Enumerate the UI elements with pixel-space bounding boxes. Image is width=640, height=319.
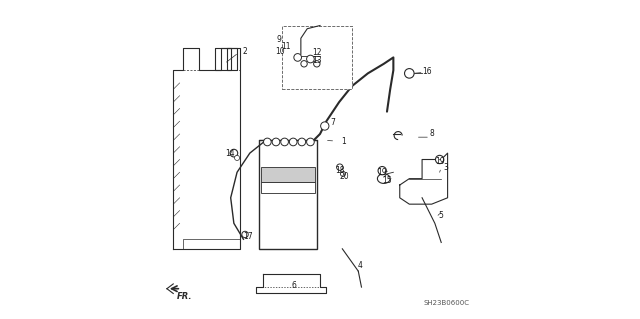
Circle shape — [404, 69, 414, 78]
Text: 11: 11 — [281, 42, 291, 51]
Text: 1: 1 — [342, 137, 346, 146]
Text: SH23B0600C: SH23B0600C — [424, 300, 470, 306]
Text: 17: 17 — [243, 232, 253, 241]
Circle shape — [289, 138, 297, 146]
Circle shape — [314, 61, 320, 67]
Text: 3: 3 — [444, 163, 449, 172]
Bar — [282, 26, 352, 89]
Text: 10: 10 — [275, 47, 285, 56]
Circle shape — [234, 155, 239, 160]
Circle shape — [321, 122, 329, 130]
Text: 20: 20 — [339, 172, 349, 181]
Text: 15: 15 — [382, 176, 392, 185]
Bar — [261, 167, 316, 182]
Text: 8: 8 — [429, 130, 434, 138]
Circle shape — [307, 138, 314, 146]
Text: 6: 6 — [291, 281, 296, 290]
Text: 19: 19 — [435, 157, 444, 166]
Bar — [259, 140, 317, 249]
Bar — [261, 182, 316, 193]
Circle shape — [340, 171, 346, 176]
Text: 9: 9 — [276, 35, 281, 44]
Circle shape — [294, 54, 301, 61]
Text: 5: 5 — [438, 211, 443, 220]
Circle shape — [435, 155, 444, 164]
Text: 7: 7 — [330, 118, 335, 127]
Text: 14: 14 — [225, 149, 234, 158]
Circle shape — [230, 149, 237, 157]
Circle shape — [272, 138, 280, 146]
Circle shape — [378, 167, 387, 175]
Text: 18: 18 — [335, 166, 345, 174]
Text: 16: 16 — [422, 67, 431, 76]
Text: 4: 4 — [357, 261, 362, 270]
Circle shape — [298, 138, 306, 146]
Text: 12: 12 — [312, 48, 321, 57]
Text: FR.: FR. — [177, 292, 192, 301]
Text: 19: 19 — [377, 168, 387, 177]
Circle shape — [337, 164, 343, 170]
Circle shape — [307, 55, 314, 63]
Text: 13: 13 — [312, 56, 322, 65]
Text: 2: 2 — [243, 47, 248, 56]
Circle shape — [281, 138, 289, 146]
Circle shape — [301, 61, 307, 67]
Circle shape — [264, 138, 271, 146]
Circle shape — [242, 231, 248, 238]
